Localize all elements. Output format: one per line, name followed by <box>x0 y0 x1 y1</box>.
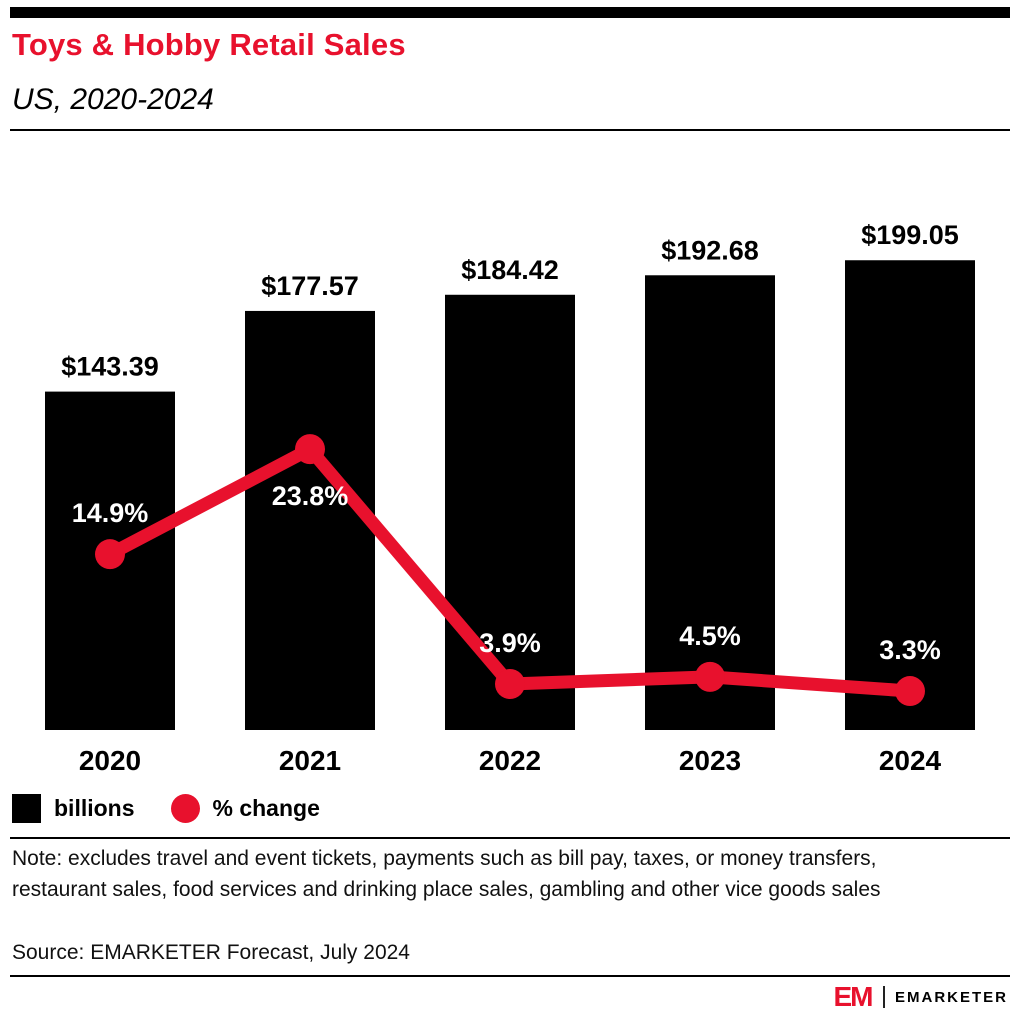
legend-label-pct-change: % change <box>212 794 320 821</box>
legend-label-billions: billions <box>54 794 135 821</box>
bar-value-label-2024: $199.05 <box>861 220 959 250</box>
line-point-2021 <box>295 434 325 465</box>
x-axis-label-2020: 2020 <box>79 745 141 776</box>
top-accent-bar <box>10 7 1010 18</box>
line-point-2023 <box>695 661 725 692</box>
bar-2021 <box>245 310 375 730</box>
bar-2024 <box>845 260 975 730</box>
emarketer-logo-mark: EM <box>833 981 873 1012</box>
line-point-2022 <box>495 668 525 699</box>
legend: billions % change <box>12 793 320 823</box>
line-point-2020 <box>95 539 125 570</box>
chart-title: Toys & Hobby Retail Sales <box>12 27 406 62</box>
bar-value-label-2022: $184.42 <box>461 255 559 285</box>
header-divider <box>10 129 1010 131</box>
bar-value-label-2020: $143.39 <box>61 352 159 382</box>
bar-value-label-2021: $177.57 <box>261 271 359 301</box>
legend-swatch-pct-change <box>170 793 200 823</box>
x-axis-label-2023: 2023 <box>679 745 741 776</box>
source-text: Source: EMARKETER Forecast, July 2024 <box>12 941 410 964</box>
pct-label-2020: 14.9% <box>72 498 149 528</box>
x-axis-label-2021: 2021 <box>279 745 341 776</box>
chart-canvas: $143.39 2020 $177.57 2021 $184.42 2022 $192.68… <box>45 220 975 776</box>
chart-subtitle: US, 2020-2024 <box>12 83 214 116</box>
x-axis-label-2022: 2022 <box>479 745 541 776</box>
emarketer-logo: EM EMARKETER <box>833 983 1008 1011</box>
bar-2023 <box>645 275 775 730</box>
x-axis-label-2024: 2024 <box>879 745 942 776</box>
legend-swatch-billions <box>12 793 41 823</box>
logo-divider <box>883 986 885 1008</box>
emarketer-logo-text: EMARKETER <box>894 988 1008 1006</box>
pct-label-2024: 3.3% <box>879 635 941 665</box>
footer-divider <box>10 975 1010 977</box>
pct-label-2022: 3.9% <box>479 628 541 658</box>
note-text: Note: excludes travel and event tickets,… <box>12 847 881 901</box>
legend-divider <box>10 837 1010 839</box>
bar-2022 <box>445 294 575 730</box>
pct-label-2021: 23.8% <box>272 481 349 511</box>
pct-label-2023: 4.5% <box>679 621 741 651</box>
line-point-2024 <box>895 676 925 707</box>
bar-value-label-2023: $192.68 <box>661 235 759 265</box>
